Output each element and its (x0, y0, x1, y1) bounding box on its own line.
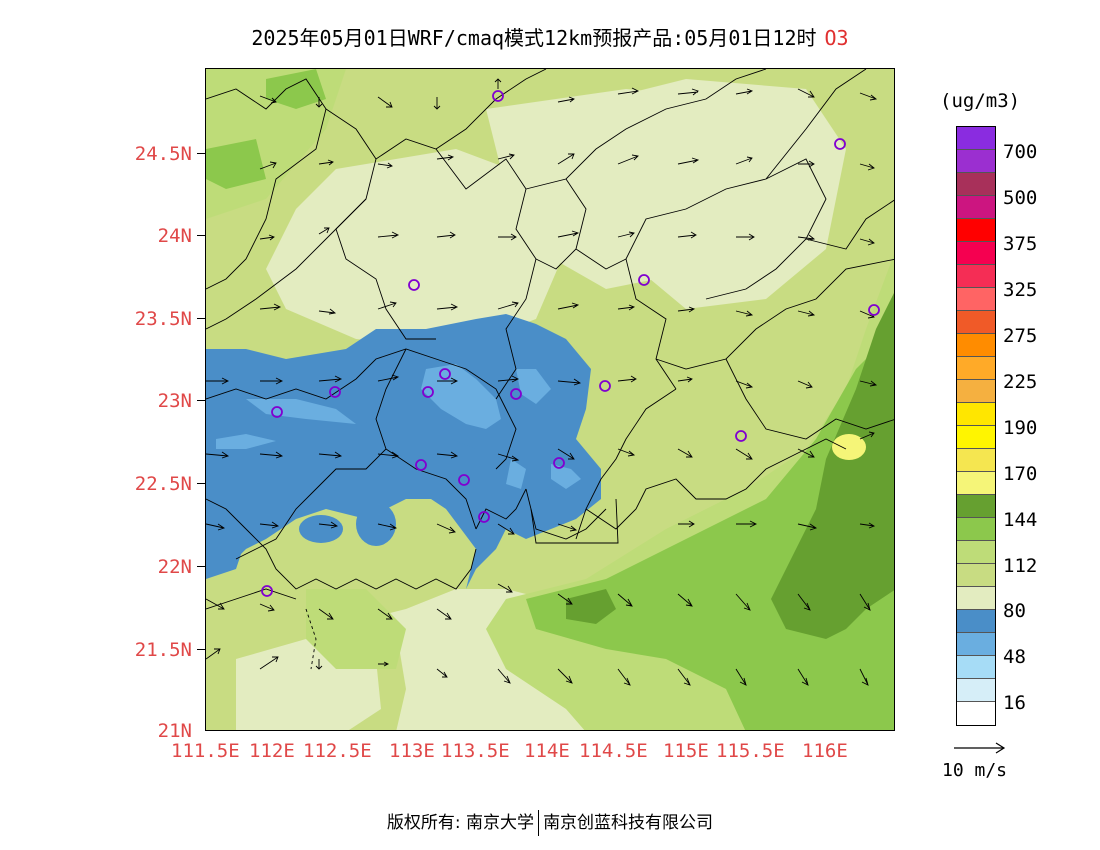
colorbar-label: 170 (1003, 463, 1038, 485)
colorbar-label: 700 (1003, 141, 1038, 163)
boundary-lines (206, 69, 894, 670)
colorbar-label: 225 (1003, 371, 1038, 393)
colorbar-segment (957, 679, 995, 702)
colorbar-segment (957, 288, 995, 311)
colorbar-label: 48 (1003, 646, 1026, 668)
colorbar-label: 112 (1003, 555, 1038, 577)
colorbar (956, 126, 996, 726)
colorbar-segment (957, 564, 995, 587)
colorbar-segment (957, 633, 995, 656)
colorbar-label: 16 (1003, 692, 1026, 714)
ozone-contour-map (206, 69, 894, 730)
colorbar-label: 190 (1003, 417, 1038, 439)
lon-label: 115E (663, 740, 709, 762)
colorbar-segment (957, 541, 995, 564)
title-text: 2025年05月01日WRF/cmaq模式12km预报产品:05月01日12时 (251, 26, 817, 50)
colorbar-segment (957, 610, 995, 633)
wind-reference-arrow (954, 742, 1006, 754)
lon-label: 112.5E (303, 740, 372, 762)
o3-band-170-190 (832, 434, 866, 460)
lat-tick (197, 649, 205, 650)
map-title: 2025年05月01日WRF/cmaq模式12km预报产品:05月01日12时 O… (0, 22, 1100, 51)
lat-tick (197, 153, 205, 154)
lon-label: 114.5E (579, 740, 648, 762)
colorbar-segment (957, 518, 995, 541)
colorbar-unit: (ug/m3) (940, 90, 1021, 112)
lat-label: 21N (157, 720, 192, 742)
lat-tick (197, 566, 205, 567)
colorbar-segment (957, 150, 995, 173)
lon-label: 113E (389, 740, 435, 762)
colorbar-label: 80 (1003, 600, 1026, 622)
lat-tick (197, 235, 205, 236)
copyright-left: 版权所有: 南京大学 (386, 813, 535, 833)
forecast-map (205, 68, 895, 731)
lon-label: 115.5E (716, 740, 785, 762)
lat-label: 22.5N (134, 473, 192, 495)
lat-label: 21.5N (134, 639, 192, 661)
colorbar-segment (957, 334, 995, 357)
lat-label: 24.5N (134, 143, 192, 165)
wind-reference-label: 10 m/s (942, 760, 1008, 781)
colorbar-segment (957, 357, 995, 380)
o3-band-144-170 (771, 293, 894, 639)
lat-tick (197, 318, 205, 319)
colorbar-segment (957, 587, 995, 610)
colorbar-segment (957, 472, 995, 495)
colorbar-segment (957, 219, 995, 242)
pollutant-label: O3 (824, 26, 849, 50)
lon-label: 114E (524, 740, 570, 762)
lat-tick (197, 483, 205, 484)
lat-label: 24N (157, 225, 192, 247)
colorbar-label: 275 (1003, 325, 1038, 347)
colorbar-segment (957, 403, 995, 426)
lat-tick (197, 400, 205, 401)
colorbar-segment (957, 196, 995, 219)
colorbar-segment (957, 426, 995, 449)
colorbar-label: 375 (1003, 233, 1038, 255)
colorbar-segment (957, 449, 995, 472)
colorbar-segment (957, 495, 995, 518)
colorbar-label: 144 (1003, 509, 1038, 531)
copyright-right: 南京创蓝科技有限公司 (543, 813, 714, 833)
wind-vectors (206, 78, 878, 686)
lon-label: 116E (802, 740, 848, 762)
lat-label: 23N (157, 390, 192, 412)
colorbar-segment (957, 242, 995, 265)
lat-label: 23.5N (134, 308, 192, 330)
colorbar-segment (957, 702, 995, 725)
colorbar-segment (957, 311, 995, 334)
station-markers (261, 90, 880, 597)
colorbar-label: 500 (1003, 187, 1038, 209)
lat-label: 22N (157, 556, 192, 578)
colorbar-segment (957, 656, 995, 679)
colorbar-segment (957, 265, 995, 288)
copyright: 版权所有: 南京大学 南京创蓝科技有限公司 (0, 808, 1100, 836)
colorbar-label: 325 (1003, 279, 1038, 301)
lon-label: 111.5E (171, 740, 240, 762)
colorbar-segment (957, 173, 995, 196)
colorbar-segment (957, 380, 995, 403)
colorbar-segment (957, 127, 995, 150)
lon-label: 112E (249, 740, 295, 762)
copyright-divider (538, 810, 540, 836)
lon-label: 113.5E (441, 740, 510, 762)
